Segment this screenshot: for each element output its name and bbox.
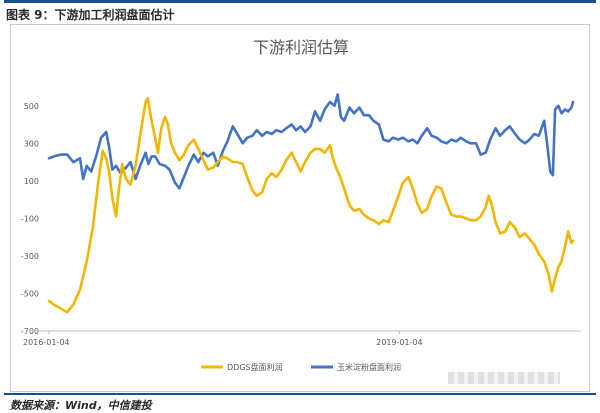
y-tick-label: -100 [21, 214, 39, 223]
legend: DDGS盘面利润 玉米淀粉盘面利润 [201, 362, 401, 372]
legend-label: 玉米淀粉盘面利润 [337, 362, 401, 372]
x-axis: 2016-01-04 2019-01-04 [23, 330, 581, 347]
y-tick-label: 100 [24, 177, 39, 186]
chart-frame: 下游利润估算 500 300 100 -100 -300 -500 -700 2016-01… [10, 24, 590, 392]
bottom-rule [4, 393, 596, 395]
watermark-blur [448, 372, 560, 384]
series-line-ddgs [47, 97, 575, 314]
series-line-corn-starch [47, 93, 575, 190]
y-tick-label: -300 [21, 252, 39, 261]
y-tick-label: -500 [21, 289, 39, 298]
y-tick-label: 500 [24, 102, 39, 111]
source-note: 数据来源：Wind，中信建投 [10, 399, 152, 412]
legend-label: DDGS盘面利润 [227, 362, 283, 372]
series-layer [47, 93, 575, 314]
top-rule [4, 0, 596, 3]
chart-title: 下游利润估算 [253, 38, 349, 57]
x-tick-label: 2016-01-04 [23, 338, 70, 347]
y-tick-label: 300 [24, 139, 39, 148]
figure-title: 图表 9：下游加工利润盘面估计 [6, 8, 175, 22]
x-tick-label: 2019-01-04 [376, 338, 423, 347]
